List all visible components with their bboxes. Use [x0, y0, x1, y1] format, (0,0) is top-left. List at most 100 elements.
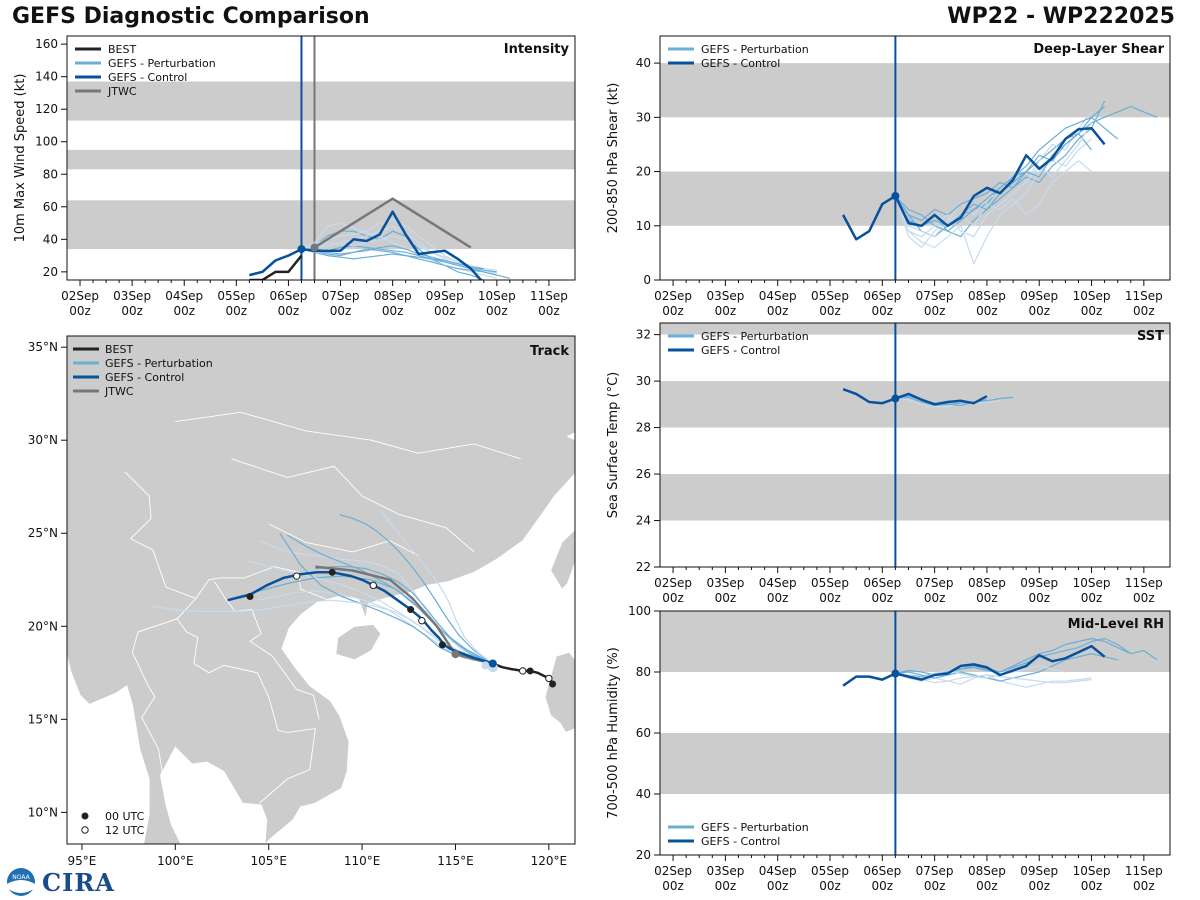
y-tick-label: 32 — [636, 328, 651, 342]
y-tick-label: 0 — [643, 273, 651, 287]
panel-title: Deep-Layer Shear — [1033, 42, 1164, 57]
panel-title: Mid-Level RH — [1068, 617, 1164, 632]
threshold-band — [660, 733, 1170, 794]
x-tick-label: 11Sep — [530, 289, 568, 303]
init-point-marker — [891, 191, 900, 200]
utc00-marker — [549, 680, 557, 688]
border-line — [131, 598, 197, 796]
x-tick-label: 08Sep — [968, 576, 1006, 590]
series-line-pert — [301, 230, 486, 280]
x-tick-label: 05Sep — [217, 289, 255, 303]
x-tick-label: 00z — [382, 304, 404, 318]
noaa-logo-icon: NOAA — [7, 868, 35, 896]
x-tick-label: 08Sep — [968, 864, 1006, 878]
x-tick-label: 00z — [330, 304, 352, 318]
x-tick-label: 00z — [662, 304, 684, 318]
legend-label: GEFS - Perturbation — [108, 57, 216, 70]
x-tick-label: 00z — [819, 591, 841, 605]
y-tick-label: 80 — [636, 665, 651, 679]
intensity-panel: 02Sep00z03Sep00z04Sep00z05Sep00z06Sep00z… — [13, 35, 576, 318]
legend-label: GEFS - Perturbation — [701, 43, 809, 56]
x-tick-label: 00z — [715, 304, 737, 318]
series-line-pert — [895, 672, 1092, 684]
x-tick-label: 00z — [278, 304, 300, 318]
x-tick-label: 02Sep — [654, 864, 692, 878]
x-tick-label: 09Sep — [1020, 864, 1058, 878]
legend-label: GEFS - Control — [105, 371, 184, 384]
legend-label: GEFS - Perturbation — [105, 357, 213, 370]
utc12-marker — [293, 572, 301, 580]
legend-label: GEFS - Perturbation — [701, 330, 809, 343]
x-tick-label: 02Sep — [654, 576, 692, 590]
x-tick-label: 00z — [715, 879, 737, 893]
y-tick-label: 20 — [43, 265, 58, 279]
legend-label: GEFS - Perturbation — [701, 821, 809, 834]
y-tick-label: 20 — [636, 848, 651, 862]
y-tick-label: 80 — [43, 167, 58, 181]
x-tick-label: 00z — [1028, 879, 1050, 893]
noaa-label: NOAA — [12, 874, 30, 881]
x-tick-label: 00z — [976, 304, 998, 318]
x-tick-label: 00z — [976, 879, 998, 893]
track-panel: 95°E 100°E 105°E 110°E 115°E 120°E 10°N 15°N 20°… — [28, 335, 576, 868]
series-line-control — [842, 388, 988, 406]
land-mass — [550, 529, 575, 590]
rh-plot-area — [660, 611, 1170, 855]
series-line-pert — [894, 133, 1092, 221]
x-tick-label: 00z — [767, 879, 789, 893]
y-tick-label: 40 — [636, 56, 651, 70]
shear-plot-area — [660, 36, 1170, 280]
x-tick-label: 00z — [872, 304, 894, 318]
x-tick-label: 00z — [872, 879, 894, 893]
series-line-control — [841, 126, 1106, 241]
series-line-pert — [895, 396, 1014, 407]
threshold-band — [660, 474, 1170, 521]
utc00-marker — [438, 641, 446, 649]
panel-title: Track — [530, 344, 569, 359]
series-line-pert — [894, 160, 1092, 238]
x-tick-label: 100°E — [157, 854, 194, 868]
y-tick-label: 35°N — [28, 340, 58, 354]
x-tick-label: 06Sep — [863, 576, 901, 590]
x-tick-label: 00z — [1081, 304, 1103, 318]
x-tick-label: 03Sep — [706, 576, 744, 590]
logo-group: NOAA CIRA — [4, 866, 115, 898]
legend-utc12-marker — [81, 826, 89, 834]
y-axis-label: 700-500 hPa Humidity (%) — [606, 647, 621, 819]
x-tick-label: 00z — [976, 591, 998, 605]
figure-title: GEFS Diagnostic Comparison — [12, 4, 370, 29]
y-tick-label: 10 — [636, 219, 651, 233]
x-tick-label: 02Sep — [61, 289, 99, 303]
x-tick-label: 11Sep — [1125, 576, 1163, 590]
track-line-control — [227, 571, 494, 665]
series-line-pert — [301, 248, 497, 276]
x-tick-label: 09Sep — [1020, 576, 1058, 590]
series-line-pert — [895, 653, 1118, 682]
panel-title: SST — [1137, 329, 1164, 344]
x-tick-label: 08Sep — [968, 289, 1006, 303]
x-tick-label: 09Sep — [426, 289, 464, 303]
track-line-pert — [380, 510, 494, 664]
y-tick-label: 120 — [35, 102, 58, 116]
y-tick-label: 25°N — [28, 526, 58, 540]
x-tick-label: 00z — [1133, 304, 1155, 318]
y-tick-label: 10°N — [28, 805, 58, 819]
threshold-band — [660, 63, 1170, 118]
utc12-marker — [418, 617, 426, 625]
x-tick-label: 105°E — [250, 854, 287, 868]
sst-panel: 02Sep00z03Sep00z04Sep00z05Sep00z06Sep00z… — [606, 322, 1171, 605]
x-tick-label: 09Sep — [1020, 289, 1058, 303]
border-line — [268, 523, 419, 556]
y-axis-label: 10m Max Wind Speed (kt) — [13, 74, 28, 243]
x-tick-label: 00z — [1133, 879, 1155, 893]
x-tick-label: 00z — [715, 591, 737, 605]
x-tick-label: 00z — [173, 304, 195, 318]
y-tick-label: 30 — [636, 110, 651, 124]
x-tick-label: 120°E — [531, 854, 568, 868]
legend-utc00-marker — [81, 812, 89, 820]
legend-label: GEFS - Control — [108, 71, 187, 84]
y-tick-label: 28 — [636, 421, 651, 435]
land-mass — [67, 336, 575, 844]
series-line-pert — [894, 122, 1093, 238]
storm-id-title: WP22 - WP222025 — [947, 4, 1175, 29]
